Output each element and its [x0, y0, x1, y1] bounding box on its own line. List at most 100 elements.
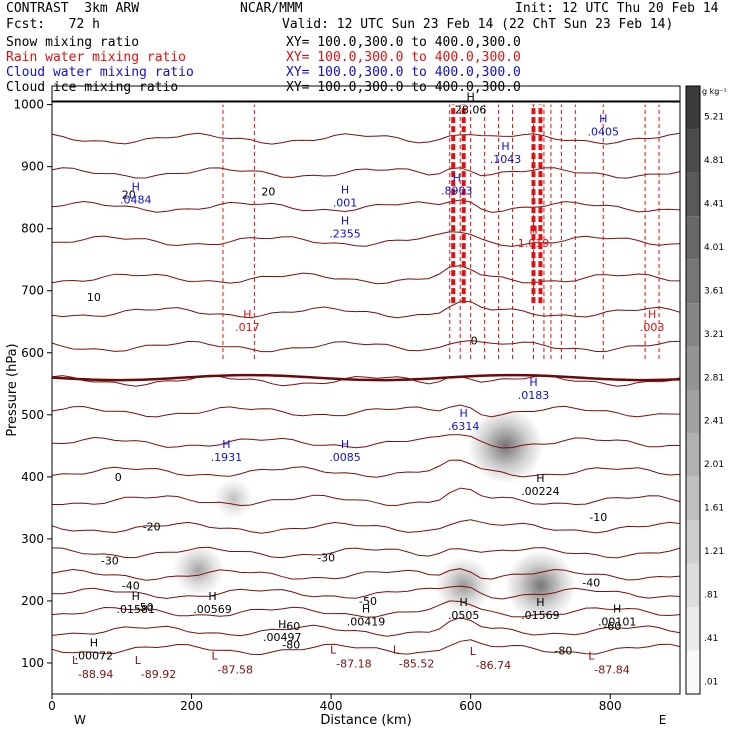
temperature-label: 10 — [87, 291, 101, 304]
low-label: -85.52 — [399, 658, 434, 671]
y-tick-label: 600 — [21, 346, 44, 360]
temperature-contour-5 — [51, 546, 681, 559]
east-label: E — [659, 713, 667, 727]
colorbar-label: 2.81 — [704, 373, 724, 383]
y-tick-label: 300 — [21, 532, 44, 546]
maximum-label: .00419 — [347, 615, 386, 628]
valid-time: Valid: 12 UTC Sun 23 Feb 14 (22 ChT Sun … — [282, 17, 674, 32]
maximum-label: .003 — [640, 321, 665, 334]
maximum-marker: H — [132, 590, 140, 603]
maximum-marker: H — [536, 596, 544, 609]
snow-shading-0 — [172, 543, 225, 596]
maximum-marker: H — [132, 181, 140, 194]
colorbar-segment — [686, 520, 700, 564]
colorbar-label: 2.41 — [704, 417, 724, 427]
field-label-snow: Snow mixing ratio — [6, 35, 140, 50]
field-xy-cloud-ice: XY= 100.0,300.0 to 400.0,300.0 — [286, 80, 521, 95]
colorbar-label: 1.21 — [704, 547, 724, 557]
temperature-label: 0 — [471, 334, 478, 347]
colorbar-label: .01 — [704, 677, 718, 687]
colorbar-label: .41 — [704, 634, 718, 644]
x-tick-label: 800 — [599, 699, 622, 713]
colorbar-label: 5.21 — [704, 113, 724, 123]
colorbar-label: 4.01 — [704, 243, 724, 253]
maximum-marker: H — [501, 140, 509, 153]
maximum-label: .00569 — [193, 603, 232, 616]
maximum-marker: H — [648, 308, 656, 321]
colorbar-segment — [686, 129, 700, 173]
maximum-marker: H — [529, 224, 537, 237]
temperature-contour-6 — [51, 519, 681, 534]
temperature-contour-12 — [51, 339, 681, 353]
field-xy-cloud-water: XY= 100.0,300.0 to 400.0,300.0 — [286, 65, 521, 80]
colorbar-segment — [686, 172, 700, 217]
organization: NCAR/MMM — [240, 1, 303, 16]
freezing-level-contour — [51, 373, 681, 382]
maximum-marker: H — [460, 596, 468, 609]
plot-frame — [51, 85, 681, 695]
maximum-label: .0085 — [329, 451, 361, 464]
low-label: -87.18 — [336, 658, 371, 671]
colorbar-unit: g kg⁻¹ — [702, 87, 727, 96]
temperature-label: 20 — [122, 189, 136, 202]
temperature-label: -60 — [603, 620, 621, 633]
maximum-marker: H — [243, 308, 251, 321]
temperature-label: 0 — [115, 471, 122, 484]
maximum-marker: H — [529, 376, 537, 389]
maximum-label: .0505 — [448, 609, 480, 622]
temperature-contour-10 — [51, 404, 681, 418]
low-marker: L — [72, 654, 79, 667]
temperature-label: -10 — [589, 511, 607, 524]
temperature-contour-4 — [51, 568, 681, 581]
x-tick-label: 400 — [320, 699, 343, 713]
y-tick-label: 900 — [21, 160, 44, 174]
maximum-label: .017 — [235, 321, 260, 334]
maximum-label: .1931 — [211, 451, 243, 464]
temperature-contour-14 — [51, 265, 681, 285]
y-tick-label: 200 — [21, 594, 44, 608]
maximum-marker: H — [90, 637, 98, 650]
maximum-label: 28.06 — [455, 104, 487, 117]
temperature-label: -30 — [317, 552, 335, 565]
temperature-contour-8 — [51, 459, 681, 478]
temperature-label: -80 — [282, 638, 300, 651]
colorbar-segment — [686, 86, 700, 130]
maximum-marker: H — [613, 602, 621, 615]
field-xy-rain: XY= 100.0,300.0 to 400.0,300.0 — [286, 50, 521, 65]
maximum-label: .0183 — [518, 389, 550, 402]
field-xy-snow: XY= 100.0,300.0 to 400.0,300.0 — [286, 35, 521, 50]
temperature-label: -80 — [554, 645, 572, 658]
maximum-marker: H — [460, 407, 468, 420]
maximum-label: .01569 — [521, 609, 560, 622]
field-label-cloud-ice: Cloud ice mixing ratio — [6, 80, 179, 95]
temperature-contour-15 — [52, 231, 681, 247]
y-tick-label: 800 — [21, 222, 44, 236]
y-tick-label: 700 — [21, 284, 44, 298]
y-axis-label: Pressure (hPa) — [5, 343, 20, 436]
maximum-marker: H — [208, 590, 216, 603]
temperature-contour-9 — [51, 434, 681, 449]
colorbar-segment — [686, 303, 700, 347]
maximum-marker: H — [362, 602, 370, 615]
colorbar-segment — [686, 476, 700, 521]
snow-shading-1 — [435, 557, 493, 614]
colorbar-label: 3.21 — [704, 330, 724, 340]
init-time: Init: 12 UTC Thu 20 Feb 14 — [515, 1, 719, 16]
temperature-contour-17 — [51, 167, 681, 179]
colorbar-frame — [685, 85, 701, 695]
maximum-label: .6314 — [448, 420, 480, 433]
y-tick-label: 1000 — [13, 98, 44, 112]
low-marker: L — [212, 650, 219, 663]
temperature-contour-7 — [52, 487, 681, 507]
colorbar-segment — [686, 433, 700, 477]
snow-shading-2 — [504, 549, 577, 622]
maximum-label: .00497 — [263, 631, 302, 644]
colorbar-label: 3.61 — [704, 286, 724, 296]
colorbar-segment — [686, 563, 700, 608]
maximum-marker: H — [536, 472, 544, 485]
forecast-hour: Fcst: 72 h — [6, 17, 100, 32]
field-label-cloud-water: Cloud water mixing ratio — [6, 65, 194, 80]
temperature-label: -40 — [122, 579, 140, 592]
temperature-label: 20 — [261, 185, 275, 198]
maximum-marker: H — [222, 438, 230, 451]
